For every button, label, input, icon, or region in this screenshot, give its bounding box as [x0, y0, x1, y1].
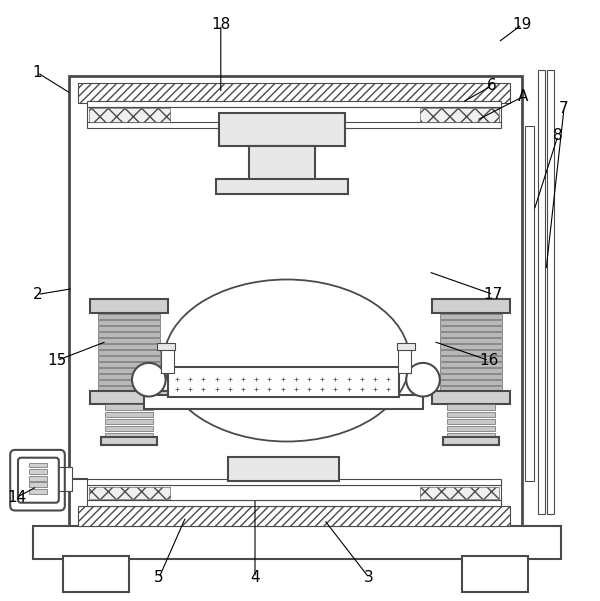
Bar — [63, 555, 129, 591]
Bar — [87, 102, 501, 108]
Bar — [440, 368, 502, 373]
Bar — [538, 70, 545, 513]
Bar — [87, 500, 501, 506]
Bar — [98, 356, 160, 361]
Text: 17: 17 — [484, 287, 503, 302]
Bar — [105, 412, 153, 417]
Bar — [462, 555, 528, 591]
Bar — [440, 326, 502, 331]
Bar — [98, 338, 160, 343]
Bar — [89, 486, 170, 499]
Bar — [29, 469, 47, 474]
Text: 6: 6 — [487, 78, 497, 93]
Bar — [87, 480, 501, 485]
Text: 14: 14 — [7, 490, 26, 505]
Text: 16: 16 — [479, 353, 499, 368]
Bar — [447, 412, 495, 417]
Text: A: A — [518, 89, 529, 104]
Bar — [98, 380, 160, 385]
Bar — [432, 391, 510, 404]
Text: 19: 19 — [512, 17, 532, 32]
Bar — [89, 109, 170, 122]
Bar — [29, 476, 47, 481]
Bar — [420, 486, 499, 499]
Text: 1: 1 — [32, 65, 42, 80]
Bar — [420, 109, 499, 122]
Bar — [98, 368, 160, 373]
Bar — [440, 380, 502, 385]
Bar — [440, 338, 502, 343]
Bar — [51, 467, 72, 490]
Bar — [440, 314, 502, 319]
Text: 18: 18 — [211, 17, 230, 32]
Bar — [29, 489, 47, 493]
Text: 3: 3 — [364, 570, 374, 585]
Bar — [105, 426, 153, 432]
Bar — [33, 525, 561, 558]
Bar — [397, 343, 415, 350]
Bar — [29, 463, 47, 468]
Bar — [98, 374, 160, 379]
Bar — [98, 344, 160, 349]
Bar — [98, 362, 160, 367]
Bar — [98, 350, 160, 355]
Circle shape — [406, 363, 440, 397]
Bar — [440, 344, 502, 349]
Bar — [105, 419, 153, 424]
Bar — [29, 482, 47, 487]
Bar — [228, 457, 339, 481]
Bar — [440, 362, 502, 367]
Text: 7: 7 — [559, 101, 569, 116]
Bar — [98, 314, 160, 319]
Circle shape — [132, 363, 166, 397]
Bar — [398, 349, 411, 373]
Bar — [432, 299, 510, 313]
Bar — [101, 438, 157, 445]
Text: 2: 2 — [32, 287, 42, 302]
Text: 4: 4 — [250, 570, 260, 585]
Bar — [78, 84, 510, 103]
Bar — [157, 343, 175, 350]
Bar — [87, 108, 501, 123]
FancyBboxPatch shape — [18, 458, 59, 502]
Bar — [249, 145, 315, 180]
Bar — [447, 433, 495, 439]
Bar — [440, 350, 502, 355]
Bar — [90, 299, 168, 313]
Bar — [447, 426, 495, 432]
Bar — [87, 485, 501, 500]
Text: 5: 5 — [154, 570, 164, 585]
Bar — [216, 179, 348, 194]
Bar — [440, 386, 502, 391]
Bar — [78, 506, 510, 525]
Bar — [105, 404, 153, 410]
Bar — [440, 332, 502, 337]
Bar — [98, 332, 160, 337]
Bar — [98, 326, 160, 331]
Bar — [525, 126, 534, 481]
Bar — [69, 76, 522, 525]
Text: 15: 15 — [47, 353, 67, 368]
Bar — [98, 320, 160, 325]
Bar — [105, 433, 153, 439]
Bar — [447, 419, 495, 424]
Bar — [161, 349, 174, 373]
Text: 8: 8 — [553, 128, 563, 143]
Bar — [219, 114, 345, 146]
Bar — [168, 367, 399, 397]
Bar — [440, 356, 502, 361]
Bar — [440, 320, 502, 325]
Bar — [144, 395, 423, 409]
Bar — [443, 438, 499, 445]
Bar — [440, 374, 502, 379]
Bar — [87, 122, 501, 128]
Bar — [98, 386, 160, 391]
Bar — [90, 391, 168, 404]
Bar — [447, 404, 495, 410]
Bar — [547, 70, 554, 513]
